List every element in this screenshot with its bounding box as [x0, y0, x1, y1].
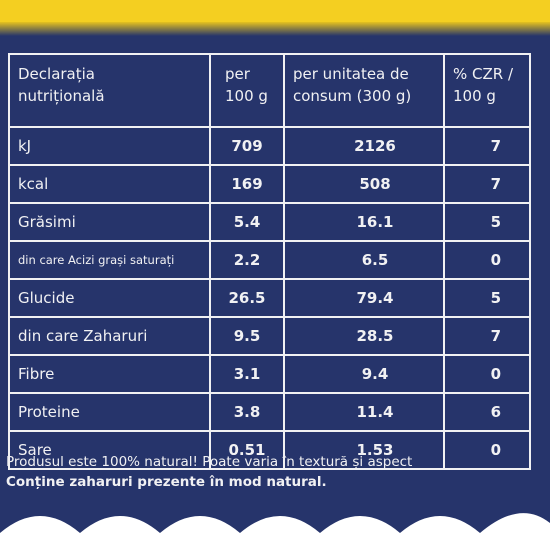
row-label: Glucide [8, 278, 211, 318]
value-per-100g: 5.4 [209, 202, 285, 242]
header-per-unit-line2: consum (300 g) [293, 87, 412, 105]
table-row: din care Acizi grași saturați 2.2 6.5 0 [8, 240, 531, 280]
value-czr: 7 [443, 164, 531, 204]
value-per-100g: 3.8 [209, 392, 285, 432]
row-label: kcal [8, 164, 211, 204]
value-czr: 7 [443, 126, 531, 166]
value-per-unit: 1.53 [283, 430, 445, 470]
value-per-unit: 79.4 [283, 278, 445, 318]
row-label: kJ [8, 126, 211, 166]
value-per-unit: 11.4 [283, 392, 445, 432]
value-czr: 5 [443, 202, 531, 242]
nutrition-table-body: kJ 709 2126 7 kcal 169 508 7 Grăsimi 5.4… [8, 126, 531, 470]
value-per-unit: 16.1 [283, 202, 445, 242]
value-per-100g: 709 [209, 126, 285, 166]
scallop-border [0, 513, 550, 550]
value-per-100g: 0.51 [209, 430, 285, 470]
header-per-100g: per 100 g [209, 53, 285, 128]
table-row: din care Zaharuri 9.5 28.5 7 [8, 316, 531, 356]
header-declaration: Declarația nutrițională [8, 53, 211, 128]
value-czr: 5 [443, 278, 531, 318]
scallop-shape [0, 513, 550, 550]
value-per-100g: 26.5 [209, 278, 285, 318]
table-row: Fibre 3.1 9.4 0 [8, 354, 531, 394]
nutrition-table-wrapper: Declarația nutrițională per 100 g per un… [8, 53, 531, 470]
table-row: Proteine 3.8 11.4 6 [8, 392, 531, 432]
value-czr: 0 [443, 430, 531, 470]
header-czr-line1: % CZR / [453, 65, 514, 83]
value-czr: 0 [443, 240, 531, 280]
row-label: Grăsimi [8, 202, 211, 242]
top-band-edge [0, 22, 550, 36]
value-per-unit: 9.4 [283, 354, 445, 394]
header-czr: % CZR / 100 g [443, 53, 531, 128]
nutrition-table-header: Declarația nutrițională per 100 g per un… [8, 53, 531, 128]
value-czr: 0 [443, 354, 531, 394]
table-row: kJ 709 2126 7 [8, 126, 531, 166]
value-czr: 6 [443, 392, 531, 432]
footer-sugar-note: Conține zaharuri prezente în mod natural… [6, 474, 327, 490]
row-label: Sare [8, 430, 211, 470]
footer-note: Produsul este 100% natural! Poate varia … [6, 452, 546, 492]
row-label: din care Acizi grași saturați [8, 240, 211, 280]
row-label: din care Zaharuri [8, 316, 211, 356]
header-declaration-line1: Declarația [18, 65, 95, 83]
value-per-unit: 508 [283, 164, 445, 204]
header-per-100g-line1: per [225, 65, 250, 83]
header-per-unit-line1: per unitatea de [293, 65, 409, 83]
header-per-100g-line2: 100 g [225, 87, 268, 105]
table-row: Glucide 26.5 79.4 5 [8, 278, 531, 318]
header-declaration-line2: nutrițională [18, 87, 105, 105]
table-row: Sare 0.51 1.53 0 [8, 430, 531, 470]
row-label: Fibre [8, 354, 211, 394]
header-row: Declarația nutrițională per 100 g per un… [8, 53, 531, 128]
value-per-100g: 9.5 [209, 316, 285, 356]
nutrition-table: Declarația nutrițională per 100 g per un… [8, 53, 531, 470]
value-per-100g: 3.1 [209, 354, 285, 394]
header-per-unit: per unitatea de consum (300 g) [283, 53, 445, 128]
value-per-unit: 6.5 [283, 240, 445, 280]
row-label: Proteine [8, 392, 211, 432]
table-row: kcal 169 508 7 [8, 164, 531, 204]
value-per-unit: 2126 [283, 126, 445, 166]
footer-natural-note: Produsul este 100% natural! Poate varia … [6, 454, 413, 470]
table-row: Grăsimi 5.4 16.1 5 [8, 202, 531, 242]
header-czr-line2: 100 g [453, 87, 496, 105]
value-per-100g: 169 [209, 164, 285, 204]
value-czr: 7 [443, 316, 531, 356]
value-per-unit: 28.5 [283, 316, 445, 356]
value-per-100g: 2.2 [209, 240, 285, 280]
